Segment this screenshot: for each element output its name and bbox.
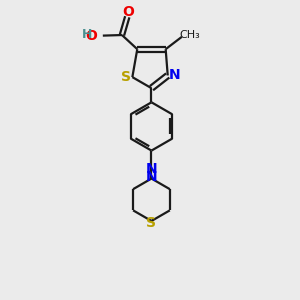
Text: O: O xyxy=(85,28,97,43)
Text: CH₃: CH₃ xyxy=(180,30,200,40)
Text: S: S xyxy=(146,216,157,230)
Text: S: S xyxy=(121,70,131,84)
Text: O: O xyxy=(122,5,134,19)
Text: N: N xyxy=(146,162,157,176)
Text: N: N xyxy=(146,170,157,184)
Text: H: H xyxy=(81,28,92,41)
Text: N: N xyxy=(168,68,180,83)
